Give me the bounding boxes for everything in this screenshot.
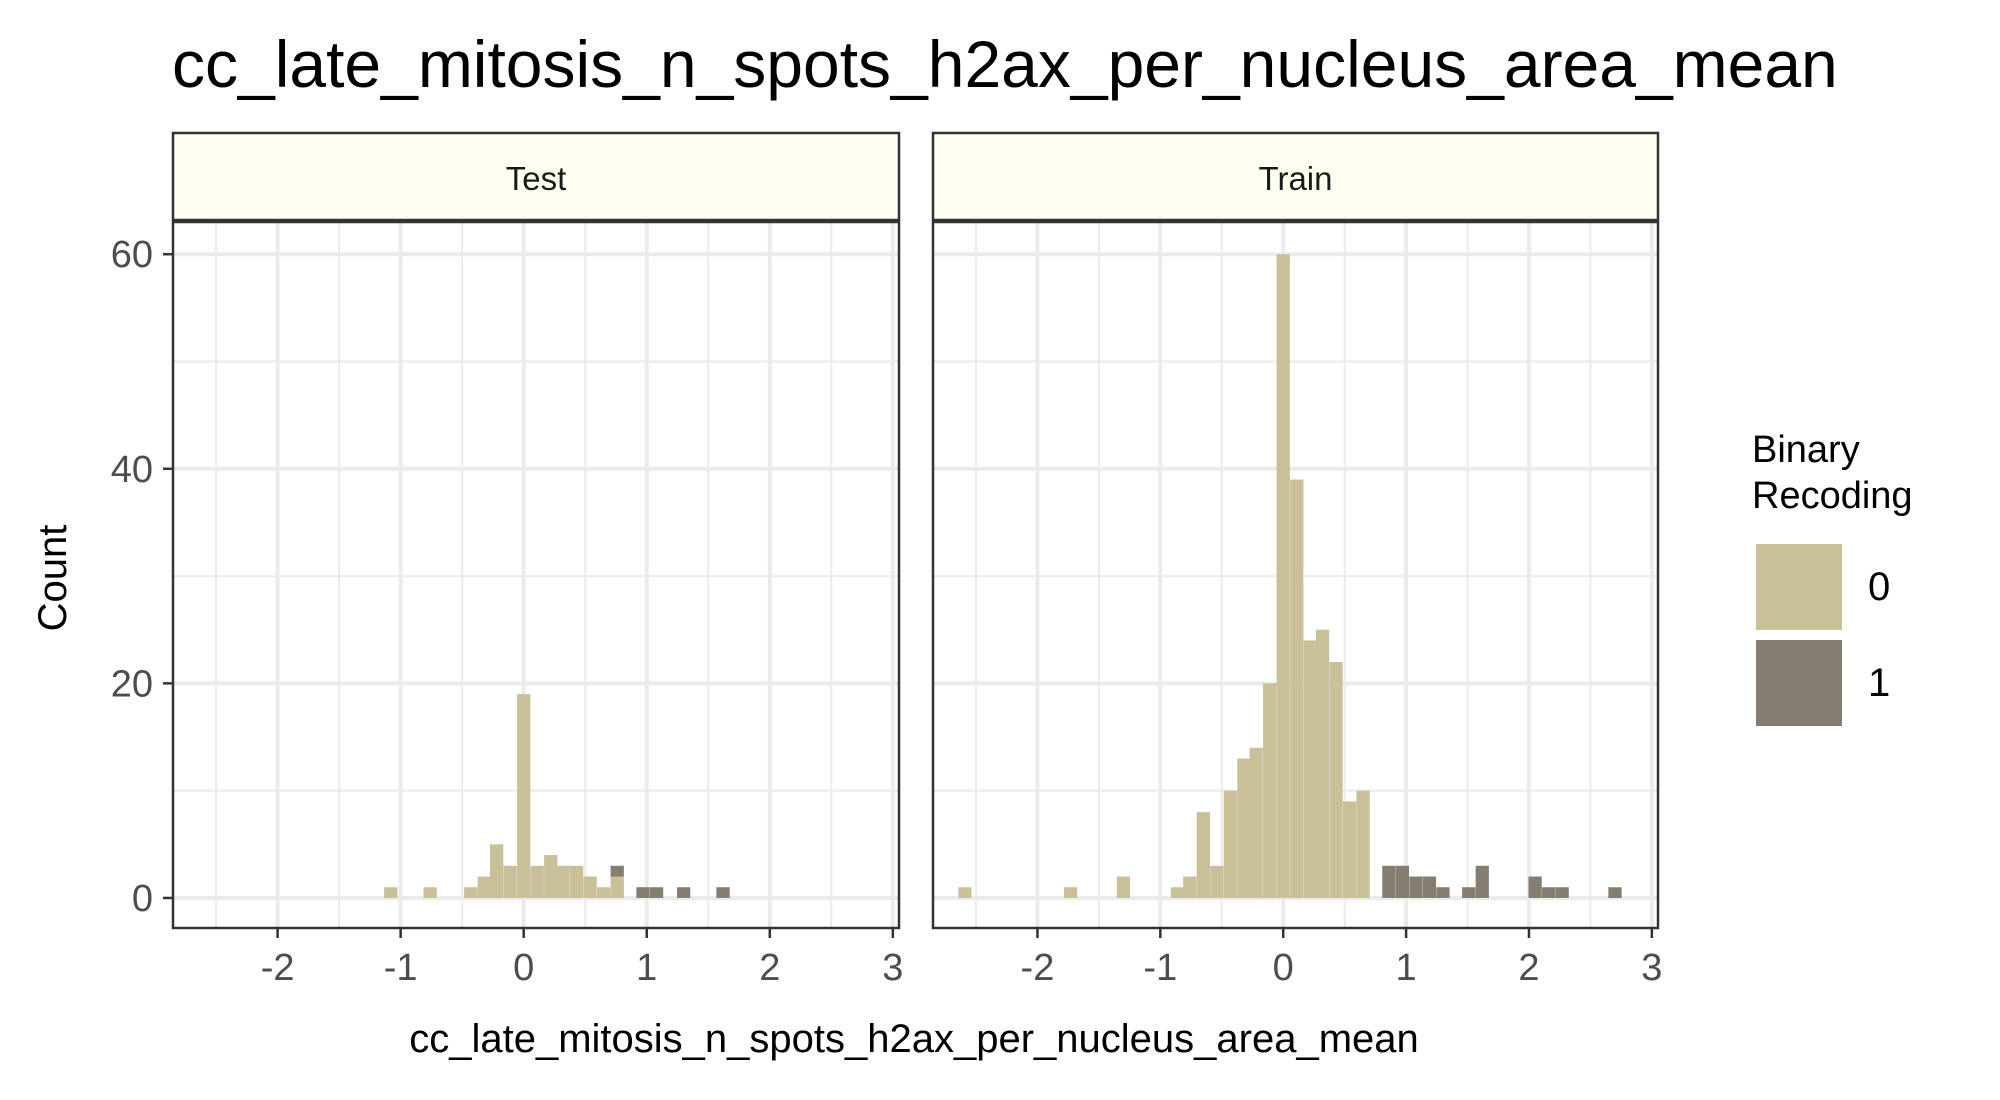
histogram-bar-group-0 <box>1329 661 1343 898</box>
x-tick-label: -2 <box>261 947 295 989</box>
histogram-bar-group-1 <box>1542 887 1556 898</box>
histogram-bar-group-0 <box>556 865 570 898</box>
histogram-bar-group-1 <box>1422 876 1437 898</box>
y-tick-label: 20 <box>111 663 153 705</box>
panels-layer: Test -2 -1 0 1 2 3 0 20 40 60 Train -2 -1 0 1 2 3 <box>111 131 1662 989</box>
histogram-bar-group-0 <box>384 887 398 898</box>
x-tick-label: 1 <box>636 947 657 989</box>
x-axis-label: cc_late_mitosis_n_spots_h2ax_per_nucleus… <box>409 1017 1419 1061</box>
histogram-bar-group-1 <box>1475 865 1489 898</box>
histogram-bar-group-0 <box>1263 683 1277 898</box>
panel-test: Test -2 -1 0 1 2 3 0 20 40 60 <box>111 131 903 989</box>
histogram-bar-group-1 <box>677 887 691 898</box>
facet-strip-label: Test <box>506 160 567 197</box>
histogram-bar-group-0 <box>423 887 437 898</box>
x-tick-label: 1 <box>1396 947 1417 989</box>
histogram-bar-group-1 <box>1528 876 1542 898</box>
histogram-bar-group-1 <box>1382 865 1396 898</box>
facet-strip <box>171 131 901 222</box>
histogram-bar-group-1 <box>1395 865 1410 898</box>
y-tick-label: 0 <box>132 878 153 920</box>
histogram-bar-group-0 <box>530 865 544 898</box>
histogram-bar-group-0 <box>503 865 517 898</box>
histogram-bar-group-0 <box>1210 865 1224 898</box>
legend-key-0 <box>1756 544 1842 630</box>
y-tick-label: 40 <box>111 449 153 491</box>
histogram-bar-group-0 <box>1290 479 1304 898</box>
histogram-bar-group-1 <box>649 887 664 898</box>
x-tick-label: -1 <box>384 947 418 989</box>
histogram-bar-group-0 <box>464 887 478 898</box>
histogram-bar-group-0 <box>517 694 531 898</box>
y-axis-label: Count <box>31 525 75 632</box>
histogram-bar-group-0 <box>489 844 504 898</box>
x-tick-label: 2 <box>1518 947 1539 989</box>
histogram-bar-group-0 <box>569 865 584 898</box>
histogram-bar-group-1 <box>1409 876 1423 898</box>
facet-strip <box>931 131 1660 222</box>
x-tick-label: 2 <box>759 947 780 989</box>
histogram-bar-group-0 <box>610 876 624 898</box>
histogram-bar-group-0 <box>1342 801 1357 898</box>
x-tick-label: 0 <box>513 947 534 989</box>
histogram-bar-group-1 <box>1462 887 1476 898</box>
histogram-bar-group-0 <box>1303 640 1317 898</box>
legend-label: 1 <box>1868 661 1890 705</box>
legend-title: Binary <box>1752 429 1860 471</box>
panel-border <box>171 220 901 930</box>
panel-background <box>173 222 899 928</box>
histogram-bar-group-0 <box>544 855 558 898</box>
x-tick-label: 3 <box>1641 947 1662 989</box>
histogram-bar-group-1 <box>1436 887 1450 898</box>
histogram-bar-group-0 <box>597 887 611 898</box>
panel-border <box>931 220 1660 930</box>
histogram-bar-group-0 <box>1196 812 1210 898</box>
histogram-bar-group-0 <box>958 887 972 898</box>
y-tick-label: 60 <box>111 234 153 276</box>
x-tick-label: 3 <box>882 947 903 989</box>
histogram-bar-group-1 <box>636 887 650 898</box>
panel-train: Train -2 -1 0 1 2 3 <box>931 131 1662 989</box>
histogram-bar-group-0 <box>1170 887 1185 898</box>
histogram-bar-group-0 <box>1183 876 1197 898</box>
histogram-bar-group-0 <box>1223 790 1238 898</box>
histogram-bar-group-1 <box>1555 887 1569 898</box>
x-tick-label: -1 <box>1143 947 1177 989</box>
histogram-bar-group-0 <box>477 876 491 898</box>
legend-title: Recoding <box>1752 475 1913 517</box>
x-tick-label: 0 <box>1273 947 1294 989</box>
histogram-bar-group-1 <box>716 887 730 898</box>
histogram-bar-group-0 <box>1276 254 1290 898</box>
facet-strip-label: Train <box>1259 160 1333 197</box>
legend-label: 0 <box>1868 565 1890 609</box>
histogram-bar-group-0 <box>1063 887 1078 898</box>
histogram-bar-group-0 <box>1116 876 1131 898</box>
histogram-bar-group-1 <box>1608 887 1622 898</box>
histogram-bar-group-0 <box>1237 758 1251 898</box>
histogram-bar-group-0 <box>583 876 597 898</box>
x-tick-label: -2 <box>1021 947 1055 989</box>
histogram-bar-group-0 <box>1356 790 1370 898</box>
chart-title: cc_late_mitosis_n_spots_h2ax_per_nucleus… <box>172 27 1838 101</box>
histogram-bar-group-0 <box>1315 629 1330 898</box>
histogram-bar-group-0 <box>1249 747 1263 898</box>
histogram-bar-group-1 <box>610 865 624 877</box>
histogram-bars <box>958 254 1622 898</box>
legend-key-1 <box>1756 640 1842 726</box>
histogram-bars <box>384 694 730 898</box>
